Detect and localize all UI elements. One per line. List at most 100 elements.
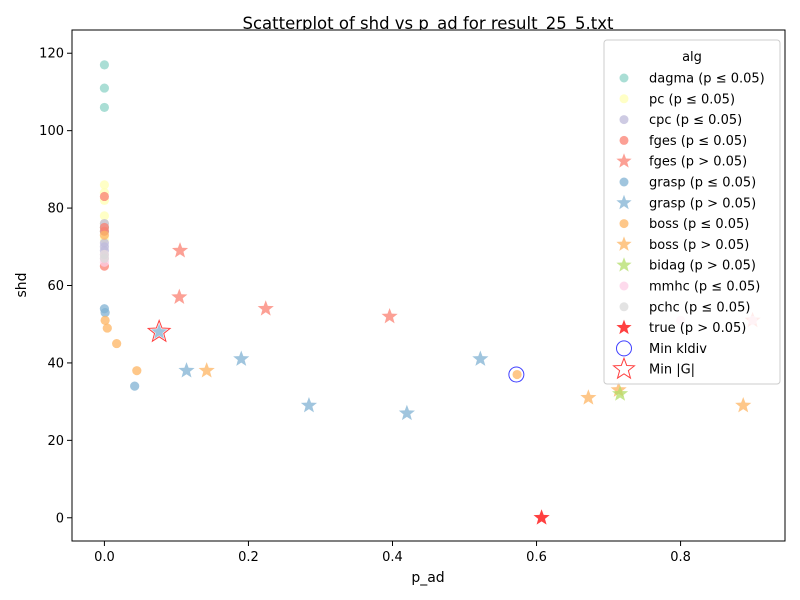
circle-point-boss-p-0-05 <box>132 366 142 376</box>
star-point-min-g <box>146 319 172 343</box>
legend-title: alg <box>682 50 702 65</box>
legend-marker-pchc-p-0-05 <box>619 302 629 312</box>
legend-entry-grasp-p-0-05: grasp (p ≤ 0.05) <box>619 176 756 191</box>
circle-point-fges-p-0-05 <box>99 191 110 202</box>
star-point-boss-p-0-05 <box>735 397 752 413</box>
series-boss-p-0-05 <box>99 230 522 380</box>
y-axis-title: shd <box>14 272 30 297</box>
legend-entry-mmhc-p-0-05: mmhc (p ≤ 0.05) <box>619 280 760 295</box>
x-tick-label: 0.6 <box>526 550 547 565</box>
legend-label: dagma (p ≤ 0.05) <box>649 72 765 87</box>
star-point-grasp-p-0-05 <box>472 350 489 366</box>
legend-marker-grasp-p-0-05 <box>619 177 629 187</box>
legend-entry-min-kldiv: Min kldiv <box>616 340 707 357</box>
legend-entry-cpc-p-0-05: cpc (p ≤ 0.05) <box>619 113 742 128</box>
series-true-p-0-05 <box>533 509 550 525</box>
circle-point-pchc-p-0-05 <box>99 253 110 264</box>
legend-label: pc (p ≤ 0.05) <box>649 92 735 107</box>
legend-label: pchc (p ≤ 0.05) <box>649 300 750 315</box>
series-boss-p-0-05 <box>198 362 752 413</box>
legend-label: true (p > 0.05) <box>649 321 746 336</box>
star-point-fges-p-0-05 <box>171 288 188 304</box>
series-bidag-p-0-05 <box>611 385 629 401</box>
series-grasp-p-0-05 <box>99 304 140 391</box>
legend-marker-mmhc-p-0-05 <box>619 281 629 291</box>
legend-label: Min |G| <box>649 363 695 378</box>
circle-point-boss-p-0-05 <box>112 338 122 349</box>
legend-marker-true-p-0-05 <box>616 319 632 335</box>
legend-entry-boss-p-0-05: boss (p ≤ 0.05) <box>619 217 749 232</box>
legend-label: boss (p > 0.05) <box>649 238 749 253</box>
series-pchc-p-0-05 <box>99 249 110 264</box>
legend-label: boss (p ≤ 0.05) <box>649 217 749 232</box>
legend-label: fges (p > 0.05) <box>649 155 747 170</box>
legend-label: cpc (p ≤ 0.05) <box>649 113 742 128</box>
circle-point-boss-p-0-05 <box>512 369 522 380</box>
y-tick-label: 60 <box>47 279 64 294</box>
legend-entry-grasp-p-0-05: grasp (p > 0.05) <box>616 194 756 211</box>
star-point-fges-p-0-05 <box>381 307 398 324</box>
legend-marker-fges-p-0-05 <box>616 153 632 168</box>
legend-box <box>603 39 781 385</box>
legend-entry-pc-p-0-05: pc (p ≤ 0.05) <box>619 92 735 107</box>
circle-point-pc-p-0-05 <box>99 180 110 190</box>
star-point-boss-p-0-05 <box>198 362 215 378</box>
legend-marker-dagma-p-0-05 <box>619 73 629 83</box>
y-tick-label: 100 <box>39 124 64 139</box>
x-tick-label: 0.0 <box>94 550 115 565</box>
legend-entry-true-p-0-05: true (p > 0.05) <box>616 319 746 336</box>
star-point-fges-p-0-05 <box>171 242 189 258</box>
legend-marker-bidag-p-0-05 <box>616 257 632 272</box>
circle-point-dagma-p-0-05 <box>99 83 110 93</box>
legend-marker-grasp-p-0-05 <box>616 194 632 210</box>
series-grasp-p-0-05 <box>151 323 489 421</box>
legend-entry-min-g: Min |G| <box>612 356 695 380</box>
x-tick-label: 0.2 <box>238 550 259 565</box>
circle-point-min-kldiv <box>508 366 525 383</box>
circle-point-dagma-p-0-05 <box>99 102 110 113</box>
legend-marker-boss-p-0-05 <box>616 236 632 251</box>
legend-marker-fges-p-0-05 <box>619 135 629 145</box>
legend-entries: dagma (p ≤ 0.05) pc (p ≤ 0.05) cpc (p ≤ 0.… <box>612 72 765 380</box>
circle-point-pc-p-0-05 <box>99 211 110 221</box>
circle-point-boss-p-0-05 <box>99 230 110 240</box>
legend-entry-bidag-p-0-05: bidag (p > 0.05) <box>616 257 756 274</box>
circle-point-dagma-p-0-05 <box>99 60 110 70</box>
legend-label: fges (p ≤ 0.05) <box>649 134 747 149</box>
star-point-boss-p-0-05 <box>580 389 597 405</box>
circle-point-grasp-p-0-05 <box>100 307 110 318</box>
legend-label: Min kldiv <box>649 342 707 357</box>
legend-marker-boss-p-0-05 <box>619 219 629 229</box>
chart-title: Scatterplot of shd vs p_ad for result_25… <box>242 14 614 34</box>
y-tick-label: 40 <box>47 356 64 371</box>
y-tick-label: 20 <box>47 434 64 449</box>
star-point-grasp-p-0-05 <box>300 397 318 413</box>
y-tick-label: 0 <box>56 511 64 526</box>
legend-label: grasp (p > 0.05) <box>649 196 756 211</box>
y-tick-label: 80 <box>47 202 64 217</box>
legend-label: bidag (p > 0.05) <box>649 259 756 274</box>
legend-marker-pc-p-0-05 <box>619 94 629 104</box>
legend-entry-fges-p-0-05: fges (p ≤ 0.05) <box>619 134 747 149</box>
x-tick-label: 0.8 <box>670 550 691 565</box>
star-point-grasp-p-0-05 <box>178 362 195 378</box>
legend-label: mmhc (p ≤ 0.05) <box>649 280 760 295</box>
star-point-bidag-p-0-05 <box>611 385 629 401</box>
star-point-boss-p-0-05 <box>610 381 627 397</box>
legend-marker-cpc-p-0-05 <box>619 115 629 125</box>
x-axis-title: p_ad <box>411 570 444 586</box>
legend-entry-fges-p-0-05: fges (p > 0.05) <box>616 153 747 170</box>
circle-point-boss-p-0-05 <box>102 323 112 333</box>
y-tick-label: 120 <box>39 47 64 62</box>
legend-entry-pchc-p-0-05: pchc (p ≤ 0.05) <box>619 300 750 315</box>
legend-marker-min-g <box>612 356 636 380</box>
legend-marker-min-kldiv <box>616 340 632 357</box>
circle-point-boss-p-0-05 <box>100 315 110 325</box>
x-axis: 0.0 0.2 0.4 0.6 0.8 <box>94 541 691 565</box>
star-point-grasp-p-0-05 <box>398 404 415 421</box>
x-tick-label: 0.4 <box>382 550 403 565</box>
legend-label: grasp (p ≤ 0.05) <box>649 176 756 191</box>
legend: alg dagma (p ≤ 0.05) pc (p ≤ 0.05) cpc (p … <box>603 39 781 385</box>
star-point-fges-p-0-05 <box>257 300 274 316</box>
